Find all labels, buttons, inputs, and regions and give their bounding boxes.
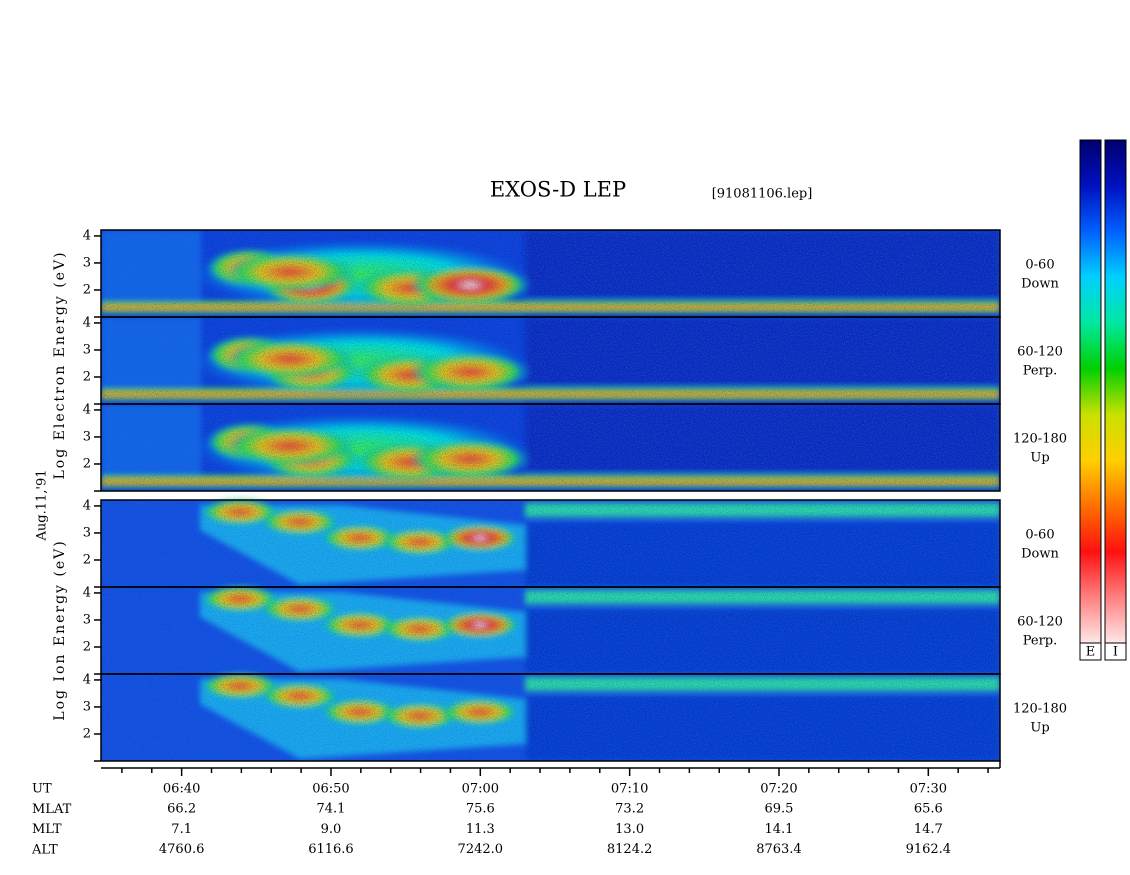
- colorbar-label-box: [1104, 642, 1127, 661]
- y-tick-label: 2: [83, 282, 91, 297]
- ephemeris-row-label: UT: [32, 782, 52, 797]
- x-tick-label: 07:20: [760, 782, 797, 797]
- noise: [101, 404, 1000, 491]
- panel-frame: [100, 403, 1001, 492]
- colorbar-label: E: [1086, 645, 1096, 660]
- ephemeris-value: 69.5: [765, 802, 794, 817]
- y-tick-label: 3: [83, 525, 91, 540]
- panel-direction: Perp.: [1023, 364, 1058, 379]
- ephemeris-value: 66.2: [167, 802, 196, 817]
- panel-direction: Perp.: [1023, 634, 1058, 649]
- y-tick-label: 3: [83, 612, 91, 627]
- y-tick-label: 4: [83, 585, 91, 600]
- panel-direction: Down: [1021, 277, 1059, 292]
- y-axis-label: Log Electron Energy (eV): [52, 250, 68, 479]
- ephemeris-value: 8763.4: [756, 842, 802, 857]
- x-tick-label: 06:50: [312, 782, 349, 797]
- x-tick-label: 06:40: [163, 782, 200, 797]
- noise: [101, 230, 1000, 317]
- ephemeris-value: 6116.6: [308, 842, 354, 857]
- noise: [101, 500, 1000, 587]
- y-tick-label: 4: [83, 672, 91, 687]
- ephemeris-value: 11.3: [466, 822, 495, 837]
- ephemeris-value: 9.0: [321, 822, 342, 837]
- x-tick-label: 07:10: [611, 782, 648, 797]
- ephemeris-value: 73.2: [615, 802, 644, 817]
- panel-angle: 0-60: [1025, 258, 1054, 273]
- panel-direction: Up: [1030, 451, 1049, 466]
- y-tick-label: 4: [83, 228, 91, 243]
- y-tick-label: 2: [83, 369, 91, 384]
- panel-angle: 120-180: [1013, 702, 1067, 717]
- file-label: [91081106.lep]: [712, 187, 813, 202]
- ephemeris-value: 14.7: [914, 822, 943, 837]
- panel-angle: 120-180: [1013, 432, 1067, 447]
- colorbar-label: I: [1113, 645, 1118, 660]
- panel-direction: Down: [1021, 547, 1059, 562]
- noise: [101, 587, 1000, 674]
- colorbar-label-box: [1079, 642, 1102, 661]
- ephemeris-value: 14.1: [765, 822, 794, 837]
- panel-angle: 60-120: [1017, 345, 1063, 360]
- date-label: Aug.11,'91: [35, 469, 50, 541]
- ephemeris-value: 13.0: [615, 822, 644, 837]
- colorbar: [1079, 139, 1102, 644]
- panel-frame: [100, 673, 1001, 762]
- y-tick-label: 2: [83, 639, 91, 654]
- ephemeris-value: 74.1: [317, 802, 346, 817]
- y-tick-label: 2: [83, 552, 91, 567]
- ephemeris-row-label: ALT: [31, 842, 58, 857]
- y-tick-label: 3: [83, 699, 91, 714]
- ephemeris-row-label: MLT: [32, 822, 62, 837]
- y-tick-label: 3: [83, 429, 91, 444]
- ephemeris-value: 4760.6: [159, 842, 205, 857]
- axes: 2 3 4 0-60 Down 2 3 4 60-120 Perp. 2 3 4 120-180 Up 2 3 4…: [31, 139, 1127, 857]
- ephemeris-value: 65.6: [914, 802, 943, 817]
- ephemeris-value: 9162.4: [906, 842, 952, 857]
- y-tick-label: 3: [83, 342, 91, 357]
- y-tick-label: 2: [83, 456, 91, 471]
- y-tick-label: 4: [83, 402, 91, 417]
- ephemeris-value: 8124.2: [607, 842, 653, 857]
- panel-direction: Up: [1030, 721, 1049, 736]
- noise: [101, 317, 1000, 404]
- x-tick-label: 07:00: [462, 782, 499, 797]
- spectrogram-images: [101, 230, 1000, 761]
- panel-angle: 60-120: [1017, 615, 1063, 630]
- y-axis-label: Log Ion Energy (eV): [52, 539, 68, 720]
- chart-title: EXOS-D LEP: [490, 178, 626, 202]
- colorbar: [1104, 139, 1127, 644]
- x-tick-label: 07:30: [910, 782, 947, 797]
- ephemeris-row-label: MLAT: [32, 802, 72, 817]
- y-tick-label: 4: [83, 315, 91, 330]
- y-tick-label: 2: [83, 726, 91, 741]
- ephemeris-value: 75.6: [466, 802, 495, 817]
- ephemeris-value: 7242.0: [458, 842, 504, 857]
- noise: [101, 674, 1000, 761]
- panel-angle: 0-60: [1025, 528, 1054, 543]
- y-tick-label: 4: [83, 498, 91, 513]
- ephemeris-value: 7.1: [171, 822, 192, 837]
- y-tick-label: 3: [83, 255, 91, 270]
